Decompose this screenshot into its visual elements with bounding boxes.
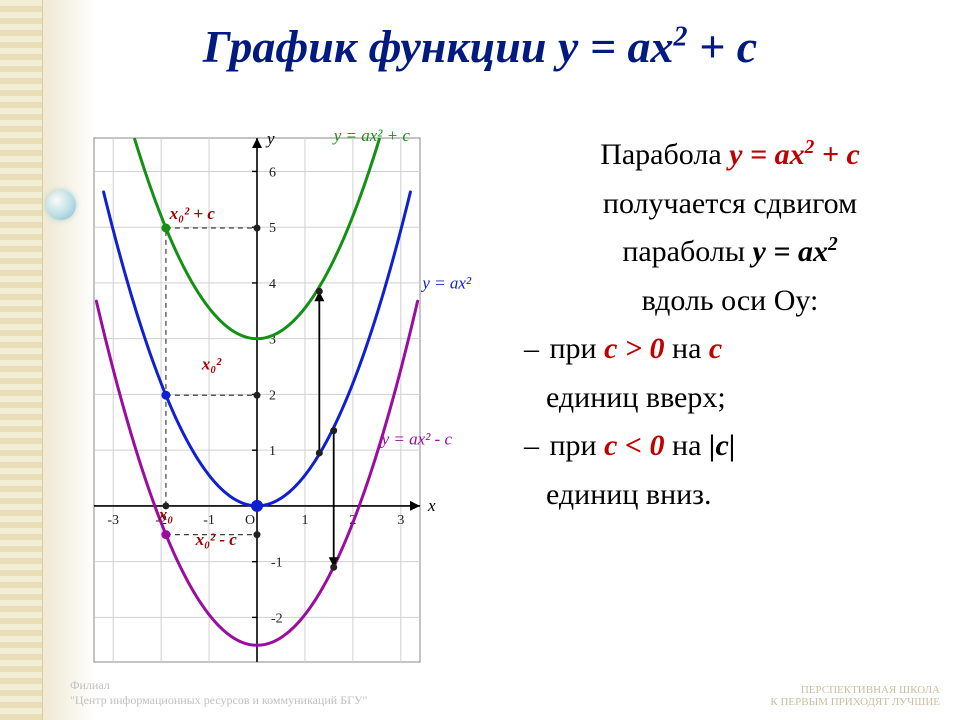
svg-text:1: 1 (269, 444, 276, 459)
footer-right: ПЕРСПЕКТИВНАЯ ШКОЛА К ПЕРВЫМ ПРИХОДЯТ ЛУ… (770, 684, 940, 708)
slide-title: График функции y = ax2 + c (0, 20, 960, 73)
svg-text:y = ax² - c: y = ax² - c (380, 430, 453, 449)
svg-text:1: 1 (301, 513, 308, 528)
svg-text:3: 3 (397, 513, 404, 528)
svg-text:2: 2 (269, 388, 276, 403)
svg-text:x₀² - c: x₀² - c (195, 530, 238, 549)
svg-text:-1: -1 (203, 513, 215, 528)
svg-text:y: y (265, 129, 275, 148)
svg-text:x₀: x₀ (158, 505, 174, 524)
svg-text:x₀²: x₀² (201, 354, 222, 373)
svg-text:5: 5 (269, 221, 276, 236)
svg-text:6: 6 (269, 165, 276, 180)
svg-text:y = ax²: y = ax² (420, 274, 472, 293)
svg-text:-3: -3 (107, 513, 119, 528)
parabola-chart: -2-1123456-3-2-1123Оxyy = ax²y = ax² + c… (70, 120, 500, 680)
svg-text:-1: -1 (271, 556, 283, 571)
svg-text:-2: -2 (271, 611, 283, 626)
explanation-text: Парабола y = ax2 + c получается сдвигом … (520, 135, 940, 523)
svg-text:x₀² + c: x₀² + c (169, 204, 216, 223)
svg-text:О: О (245, 513, 255, 528)
svg-text:x: x (427, 496, 436, 515)
svg-text:y = ax² + c: y = ax² + c (332, 126, 411, 145)
chart-area: -2-1123456-3-2-1123Оxyy = ax²y = ax² + c… (70, 120, 500, 680)
decorative-strip (0, 0, 43, 720)
svg-text:4: 4 (269, 277, 276, 292)
footer-left: Филиал "Центр информационных ресурсов и … (70, 678, 367, 708)
